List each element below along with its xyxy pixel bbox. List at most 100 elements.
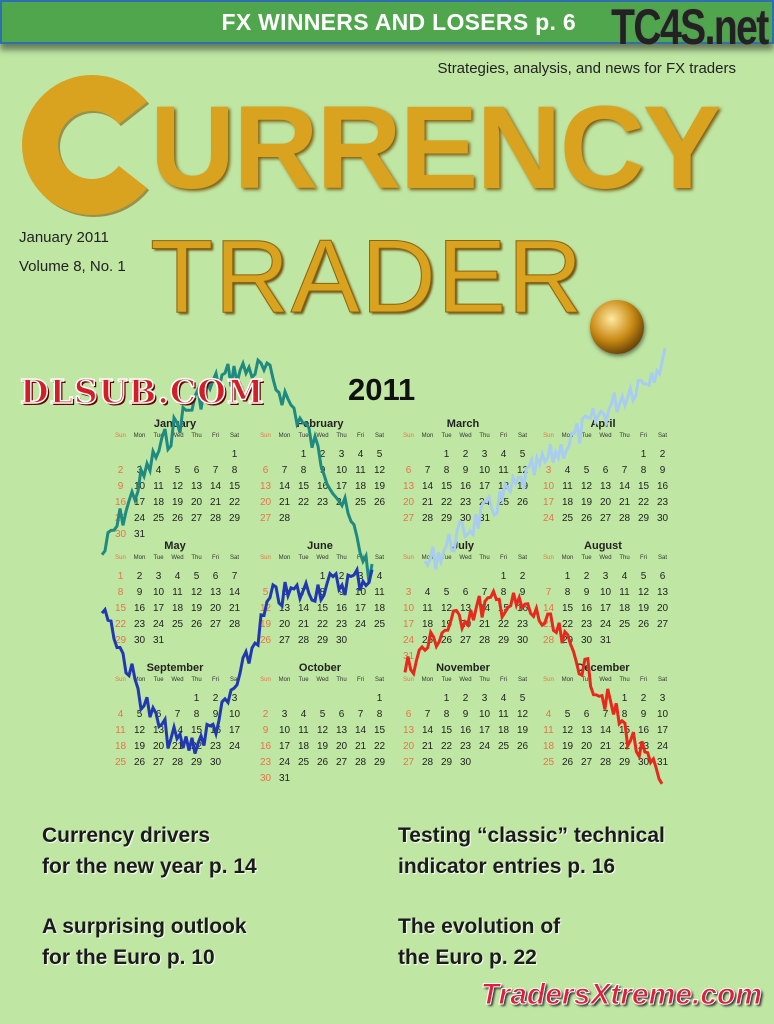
day: 17 xyxy=(402,619,415,630)
day: 25 xyxy=(542,757,555,768)
weekday-label: Wed xyxy=(316,433,329,439)
weekday-label: Wed xyxy=(459,555,472,561)
day: 5 xyxy=(319,709,326,720)
story-euro-evolution[interactable]: The evolution of the Euro p. 22 xyxy=(398,911,560,973)
day: 17 xyxy=(542,497,555,508)
day: 14 xyxy=(421,481,434,492)
day: 11 xyxy=(374,587,385,598)
day: 26 xyxy=(171,513,184,524)
weekday-label: Wed xyxy=(171,433,184,439)
day: 14 xyxy=(354,725,367,736)
day: 4 xyxy=(300,709,307,720)
day: 2 xyxy=(136,571,143,582)
weekday-label: Wed xyxy=(599,555,612,561)
day: 12 xyxy=(316,725,329,736)
day: 17 xyxy=(478,481,491,492)
weekday-label: Thu xyxy=(479,433,490,439)
day: 22 xyxy=(114,619,127,630)
day: 27 xyxy=(278,635,291,646)
day: 1 xyxy=(443,693,450,704)
day: 6 xyxy=(155,709,162,720)
day: 30 xyxy=(580,635,593,646)
weekday-label: Wed xyxy=(316,555,329,561)
day: 6 xyxy=(212,571,219,582)
issue-date: January 2011 xyxy=(19,229,109,246)
day: 18 xyxy=(421,619,434,630)
day: 11 xyxy=(422,603,433,614)
weekday-label: Wed xyxy=(599,433,612,439)
day: 28 xyxy=(478,635,491,646)
day: 30 xyxy=(459,757,472,768)
day: 10 xyxy=(228,709,241,720)
weekday-label: Fri xyxy=(212,555,219,561)
day: 19 xyxy=(133,741,146,752)
day: 5 xyxy=(583,465,590,476)
day: 3 xyxy=(281,709,288,720)
weekday-label: Tue xyxy=(441,433,452,439)
day: 4 xyxy=(424,587,431,598)
day: 23 xyxy=(580,619,593,630)
day: 2 xyxy=(640,693,647,704)
day: 29 xyxy=(618,757,631,768)
tradersxtreme-logo: TradersXtreme.com xyxy=(480,978,762,1012)
day: 20 xyxy=(402,497,415,508)
day: 21 xyxy=(297,619,310,630)
day: 11 xyxy=(562,481,573,492)
day: 15 xyxy=(316,603,329,614)
day: 27 xyxy=(209,619,222,630)
weekday-label: Fri xyxy=(212,433,219,439)
story-line: the Euro p. 22 xyxy=(398,946,537,969)
day: 4 xyxy=(155,465,162,476)
day: 22 xyxy=(297,497,310,508)
day: 3 xyxy=(405,587,412,598)
day: 16 xyxy=(656,481,669,492)
weekday-label: Sun xyxy=(543,555,554,561)
day: 24 xyxy=(228,741,241,752)
day: 4 xyxy=(376,571,383,582)
day: 23 xyxy=(335,619,348,630)
day: 24 xyxy=(402,635,415,646)
story-euro-outlook[interactable]: A surprising outlook for the Euro p. 10 xyxy=(42,911,247,973)
day: 28 xyxy=(599,757,612,768)
day: 12 xyxy=(561,725,574,736)
month-name: May xyxy=(164,540,186,552)
day: 14 xyxy=(618,481,631,492)
day: 20 xyxy=(335,741,348,752)
day: 15 xyxy=(373,725,386,736)
day: 26 xyxy=(259,635,272,646)
day: 11 xyxy=(498,465,509,476)
day: 20 xyxy=(599,497,612,508)
day: 28 xyxy=(297,635,310,646)
month-april: April Sun Mon Tue Wed Thu Fri Sat 1 2 3 4 5 6 7 8 9 10 11 1… xyxy=(533,418,673,527)
day: 1 xyxy=(300,449,307,460)
weekday-label: Tue xyxy=(153,555,164,561)
day: 12 xyxy=(133,725,146,736)
day: 21 xyxy=(228,603,241,614)
day: 27 xyxy=(259,513,272,524)
day: 13 xyxy=(459,603,472,614)
day: 23 xyxy=(459,497,472,508)
day: 5 xyxy=(376,449,383,460)
story-currency-drivers[interactable]: Currency drivers for the new year p. 14 xyxy=(42,820,257,882)
day: 13 xyxy=(335,725,348,736)
story-line: for the Euro p. 10 xyxy=(42,946,215,969)
day: 20 xyxy=(190,497,203,508)
weekday-label: Sun xyxy=(115,433,126,439)
day: 29 xyxy=(114,635,127,646)
day: 10 xyxy=(402,603,415,614)
day: 1 xyxy=(231,449,238,460)
day: 23 xyxy=(459,741,472,752)
day: 25 xyxy=(297,757,310,768)
day: 17 xyxy=(133,497,146,508)
day: 7 xyxy=(424,709,431,720)
story-line: Currency drivers xyxy=(42,824,211,847)
day: 21 xyxy=(618,497,631,508)
day: 15 xyxy=(497,603,510,614)
day: 20 xyxy=(209,603,222,614)
story-technical-indicators[interactable]: Testing “classic” technical indicator en… xyxy=(398,820,665,882)
day: 21 xyxy=(478,619,491,630)
day: 12 xyxy=(190,587,203,598)
day: 20 xyxy=(152,741,165,752)
weekday-label: Sat xyxy=(517,555,527,561)
day: 10 xyxy=(354,587,367,598)
